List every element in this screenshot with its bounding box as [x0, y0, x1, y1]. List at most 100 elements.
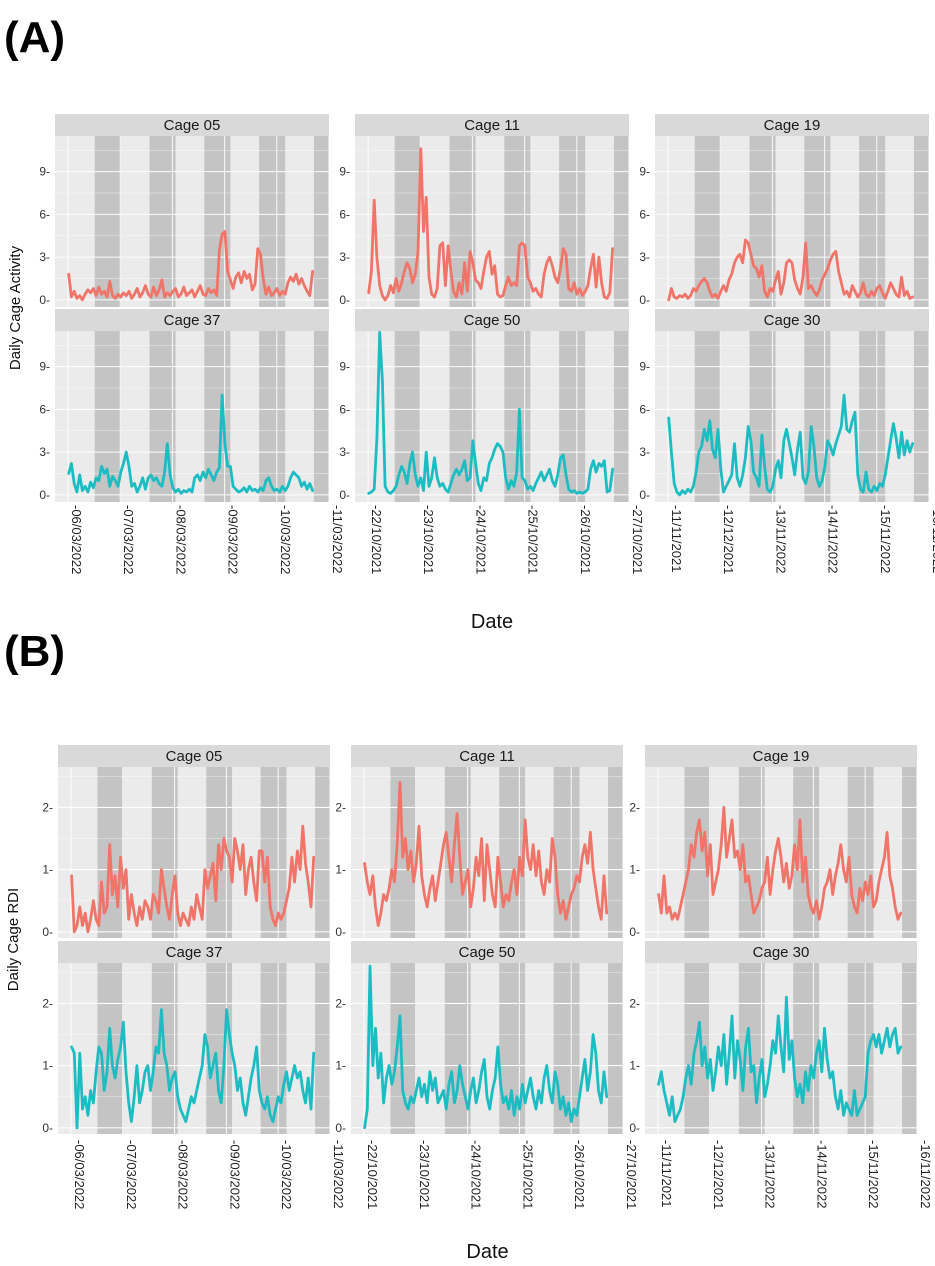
- x-tick-label: -24/10/2021: [469, 1140, 484, 1209]
- y-tick-label: 9-: [639, 360, 650, 374]
- x-tick-label: -08/03/2022: [176, 1140, 191, 1209]
- series-line: [67, 393, 315, 495]
- y-tick-label: 1-: [42, 1059, 53, 1073]
- x-axis-title: Date: [471, 611, 513, 633]
- facet-title: Cage 11: [459, 748, 515, 765]
- series-line: [363, 964, 609, 1130]
- x-tick-label: -23/10/2021: [417, 1140, 432, 1209]
- x-tick-label: -16/11/2022: [918, 1140, 933, 1208]
- y-tick-label: 0-: [335, 1121, 346, 1135]
- series-line: [367, 330, 614, 495]
- night-band: [902, 767, 917, 938]
- y-tick-label: 0-: [42, 1121, 53, 1135]
- night-band: [151, 767, 178, 938]
- panel-label: (A): [4, 13, 65, 62]
- night-band: [902, 963, 917, 1134]
- facet-strip: [355, 114, 629, 136]
- facet-cage-19: Cage 19 0- 3- 6- 9-: [639, 114, 930, 307]
- night-band: [559, 331, 586, 502]
- x-tick-label: -27/10/2021: [630, 505, 645, 574]
- night-band: [749, 331, 776, 502]
- facet-title: Cage 11: [464, 117, 520, 134]
- night-band: [313, 136, 329, 307]
- x-tick-label: -06/03/2022: [69, 505, 84, 574]
- series-line: [70, 1008, 316, 1130]
- night-band: [204, 331, 231, 502]
- x-tick-label: -08/03/2022: [173, 505, 188, 574]
- facet-title: Cage 19: [764, 117, 821, 134]
- y-tick-label: 6-: [339, 402, 350, 416]
- night-band: [553, 767, 580, 938]
- x-tick-label: -16/11/2022: [930, 505, 935, 573]
- facet-cage-05: Cage 05 0- 3- 6- 9-: [39, 114, 330, 307]
- y-tick-label: 2-: [42, 800, 53, 814]
- night-band: [608, 767, 623, 938]
- x-tick-label: -15/11/2022: [878, 505, 893, 573]
- x-tick-label: -25/10/2021: [520, 1140, 535, 1209]
- night-band: [315, 963, 330, 1134]
- facet-cage-19: Cage 19 0- 1- 2-: [629, 745, 918, 939]
- night-band: [553, 963, 580, 1134]
- y-tick-label: 3-: [39, 250, 50, 264]
- night-band: [608, 963, 623, 1134]
- facet-strip: [655, 114, 929, 136]
- facet-strip: [58, 941, 330, 963]
- panel-a: (A)Cage 050-3-6-9-Cage 110-3-6-9-Cage 19…: [4, 13, 935, 633]
- x-tick-label: -25/10/2021: [526, 505, 541, 574]
- night-band: [738, 963, 765, 1134]
- facet-strip: [55, 309, 329, 331]
- night-band: [694, 331, 721, 502]
- y-tick-label: 1-: [629, 1059, 640, 1073]
- night-band: [913, 136, 929, 307]
- y-tick-label: 9-: [339, 165, 350, 179]
- night-band: [504, 331, 531, 502]
- night-band: [613, 331, 629, 502]
- x-tick-label: -11/03/2022: [330, 505, 345, 573]
- series-line: [667, 238, 914, 302]
- night-band: [260, 767, 287, 938]
- x-tick-label: -10/03/2022: [278, 505, 293, 574]
- y-tick-label: 6-: [639, 402, 650, 416]
- y-tick-label: 1-: [335, 1059, 346, 1073]
- x-tick-label: -11/11/2021: [669, 505, 684, 572]
- facet-cage-11: Cage 11 0- 1- 2-: [335, 745, 624, 939]
- y-tick-label: 0-: [339, 488, 350, 502]
- y-tick-label: 0-: [629, 925, 640, 939]
- x-tick-label: -22/10/2021: [369, 505, 384, 574]
- y-tick-label: 0-: [39, 293, 50, 307]
- facet-strip: [351, 941, 623, 963]
- night-band: [206, 963, 233, 1134]
- x-tick-label: -14/11/2022: [826, 505, 841, 573]
- night-band: [499, 767, 526, 938]
- facet-cage-30: Cage 30 0- 3- 6- 9- -11/11/2021 -12/12/2021 -13…: [639, 309, 935, 574]
- x-tick-label: -13/11/2022: [763, 1140, 778, 1208]
- facet-cage-37: Cage 37 0- 1- 2- -06/03/2022 -07/03/2022 -08/0…: [42, 941, 346, 1209]
- y-tick-label: 9-: [639, 165, 650, 179]
- facet-cage-50: Cage 50 0- 3- 6- 9- -22/10/2021 -23/10/2021 -24…: [339, 309, 645, 574]
- facet-title: Cage 30: [753, 944, 810, 961]
- y-tick-label: 9-: [339, 360, 350, 374]
- night-band: [315, 767, 330, 938]
- y-tick-label: 0-: [629, 1121, 640, 1135]
- x-tick-label: -26/10/2021: [572, 1140, 587, 1209]
- y-tick-label: 0-: [639, 488, 650, 502]
- y-tick-label: 0-: [639, 293, 650, 307]
- night-band: [793, 963, 820, 1134]
- x-tick-label: -27/10/2021: [624, 1140, 639, 1209]
- y-tick-label: 2-: [629, 996, 640, 1010]
- x-tick-label: -06/03/2022: [72, 1140, 87, 1209]
- y-tick-label: 3-: [639, 250, 650, 264]
- y-tick-label: 3-: [339, 250, 350, 264]
- x-tick-label: -15/11/2022: [866, 1140, 881, 1208]
- y-tick-label: 9-: [39, 360, 50, 374]
- night-band: [390, 963, 417, 1134]
- y-tick-label: 1-: [335, 863, 346, 877]
- x-tick-label: -09/03/2022: [226, 505, 241, 574]
- facet-title: Cage 05: [166, 748, 223, 765]
- panel-b: (B) Cage 05 0- 1- 2- Cage 11 0- 1- 2- Cage 19 0- 1-…: [4, 627, 933, 1263]
- facet-title: Cage 50: [459, 944, 516, 961]
- y-tick-label: 1-: [42, 863, 53, 877]
- y-tick-label: 0-: [42, 925, 53, 939]
- series-line: [363, 781, 609, 927]
- facet-cage-37: Cage 37 0- 3- 6- 9- -06/03/2022 -07/03/2022 -08…: [39, 309, 345, 574]
